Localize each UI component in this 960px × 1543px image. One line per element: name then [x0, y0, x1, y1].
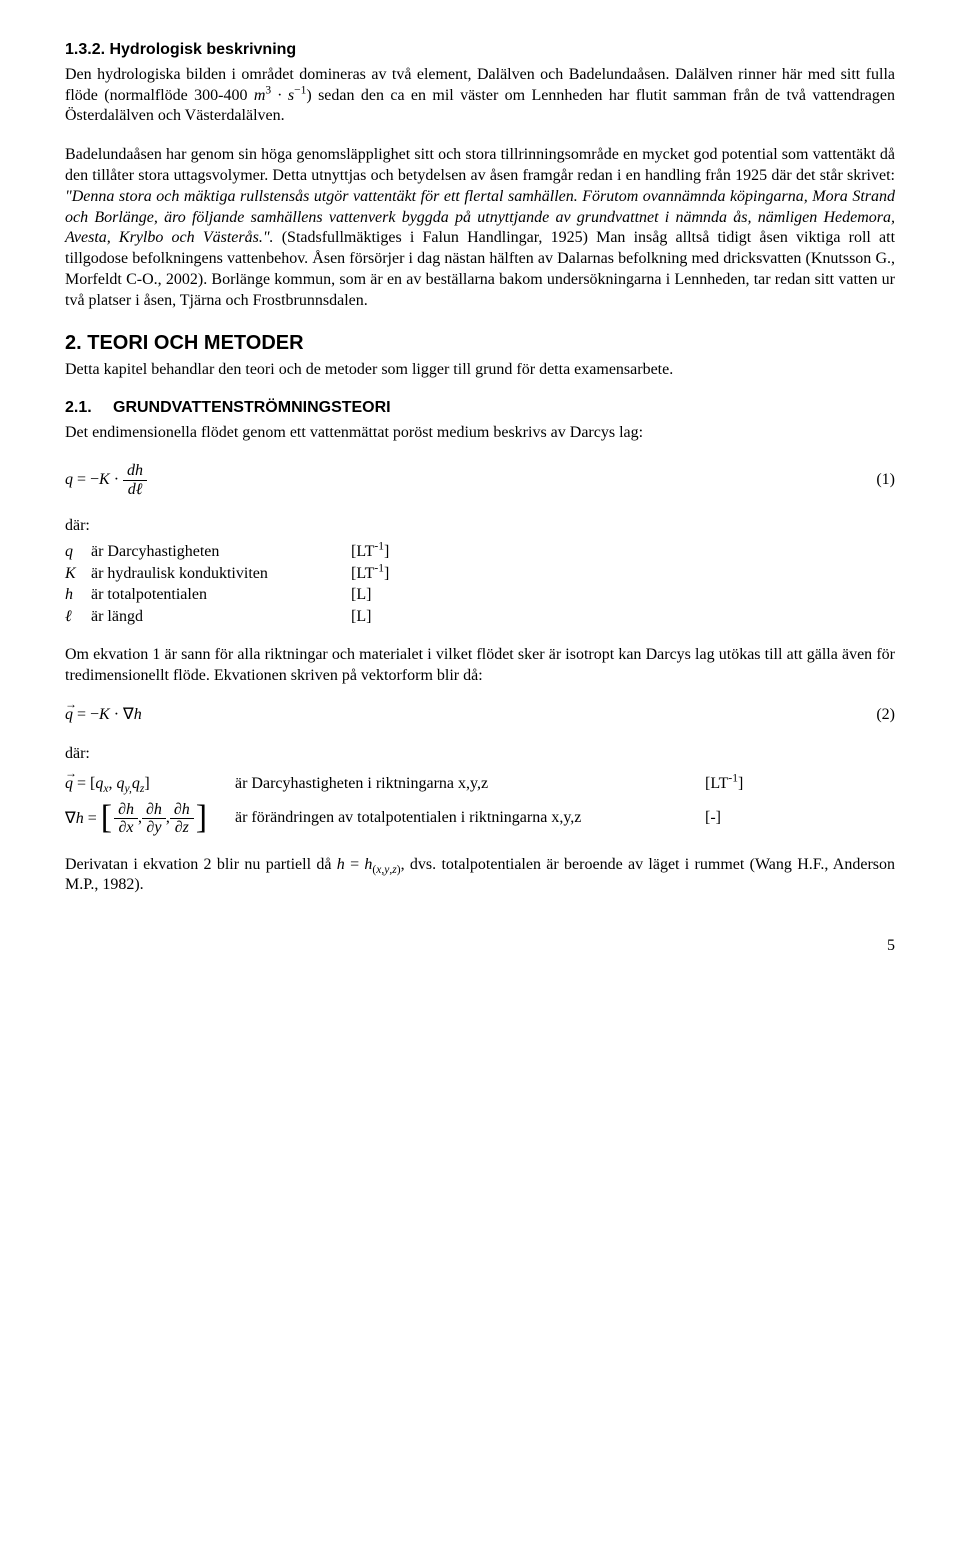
description: är Darcyhastigheten [91, 541, 351, 563]
equation-number: (1) [856, 470, 895, 491]
symbol: K [65, 563, 91, 585]
page-number: 5 [65, 936, 895, 957]
description: är totalpotentialen [91, 584, 351, 606]
text: Derivatan i ekvation 2 blir nu partiell … [65, 856, 337, 873]
paragraph: Det endimensionella flödet genom ett vat… [65, 423, 895, 444]
paragraph: Badelundaåsen har genom sin höga genomsl… [65, 145, 895, 311]
heading-number: 2.1. [65, 398, 113, 419]
paragraph: Den hydrologiska bilden i området domine… [65, 65, 895, 127]
heading-2-1: 2.1.GRUNDVATTENSTRÖMNINGSTEORI [65, 398, 895, 419]
description: är förändringen av totalpotentialen i ri… [235, 808, 705, 829]
symbol: q = [qx, qy,qz] [65, 774, 235, 795]
description: är längd [91, 606, 351, 628]
unit: [LT-1] [705, 774, 743, 795]
unit: [-] [705, 808, 721, 829]
unit: [LT-1] [351, 563, 389, 585]
equation-1: q = −K · dhdℓ (1) [65, 462, 895, 498]
description: är hydraulisk konduktiviten [91, 563, 351, 585]
paragraph: Derivatan i ekvation 2 blir nu partiell … [65, 855, 895, 897]
where-label: där: [65, 516, 895, 537]
paragraph: Om ekvation 1 är sann för alla riktninga… [65, 645, 895, 687]
heading-title: GRUNDVATTENSTRÖMNINGSTEORI [113, 399, 391, 416]
unit: [L] [351, 606, 371, 628]
symbol: h [65, 584, 91, 606]
definitions-2: q = [qx, qy,qz] är Darcyhastigheten i ri… [65, 769, 895, 837]
symbol: q [65, 541, 91, 563]
math-inline: h = h(x,y,z) [337, 856, 401, 873]
paragraph: Detta kapitel behandlar den teori och de… [65, 360, 895, 381]
definitions-1: q är Darcyhastigheten [LT-1] K är hydrau… [65, 541, 895, 627]
equation-body: q = −K · dhdℓ [65, 462, 856, 498]
equation-2: q = −K · ∇h (2) [65, 705, 895, 726]
equation-body: q = −K · ∇h [65, 705, 856, 726]
math-inline: m3 · s−1 [254, 87, 307, 104]
unit: [LT-1] [351, 541, 389, 563]
equation-number: (2) [856, 705, 895, 726]
heading-2: 2. TEORI OCH METODER [65, 330, 895, 356]
text: Badelundaåsen har genom sin höga genomsl… [65, 146, 895, 184]
where-label: där: [65, 744, 895, 765]
symbol: ∇h = [ ∂h∂x, ∂h∂y, ∂h∂z ] [65, 801, 235, 837]
unit: [L] [351, 584, 371, 606]
description: är Darcyhastigheten i riktningarna x,y,z [235, 774, 705, 795]
heading-1-3-2: 1.3.2. Hydrologisk beskrivning [65, 40, 895, 61]
symbol: ℓ [65, 606, 91, 628]
